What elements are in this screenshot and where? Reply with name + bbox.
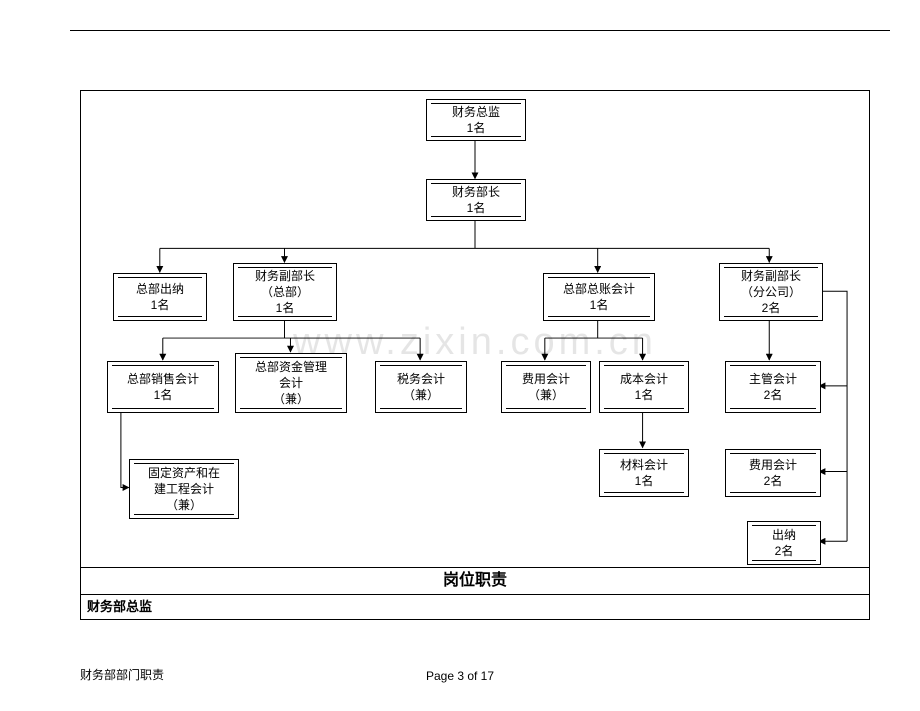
node-count: 2名 <box>764 473 783 489</box>
node-sub: （分公司） <box>741 284 801 300</box>
node-count: 1名 <box>151 297 170 313</box>
node-hq-general-ledger: 总部总账会计 1名 <box>543 273 655 321</box>
node-label: 财务副部长 <box>741 268 801 284</box>
node-label: 总部总账会计 <box>563 281 635 297</box>
node-count: 2名 <box>775 543 794 559</box>
node-count: （兼） <box>273 391 309 407</box>
node-count: 1名 <box>276 300 295 316</box>
node-hq-cashier: 总部出纳 1名 <box>113 273 207 321</box>
node-count: 1名 <box>467 120 486 136</box>
node-sub: 建工程会计 <box>154 481 214 497</box>
document-page: www.zixin.com.cn <box>0 0 920 711</box>
node-count: 1名 <box>635 473 654 489</box>
node-branch-expense-acct: 费用会计 2名 <box>725 449 821 497</box>
node-label: 财务总监 <box>452 104 500 120</box>
node-count: 2名 <box>762 300 781 316</box>
footer-page-number: Page 3 of 17 <box>0 669 920 683</box>
node-label: 财务副部长 <box>255 268 315 284</box>
node-label: 成本会计 <box>620 371 668 387</box>
node-supervisor-acct: 主管会计 2名 <box>725 361 821 413</box>
node-label: 总部销售会计 <box>127 371 199 387</box>
node-count: （兼） <box>166 497 202 513</box>
node-count: 1名 <box>154 387 173 403</box>
node-sub: 会计 <box>279 375 303 391</box>
section-title: 岗位职责 <box>81 567 869 595</box>
node-tax-acct: 税务会计 （兼） <box>375 361 467 413</box>
node-deputy-branch: 财务副部长 （分公司） 2名 <box>719 263 823 321</box>
watermark-text: www.zixin.com.cn <box>81 321 869 364</box>
node-label: 总部资金管理 <box>255 359 327 375</box>
node-deputy-hq: 财务副部长 （总部） 1名 <box>233 263 337 321</box>
section-subtitle: 财务部总监 <box>81 595 869 619</box>
node-label: 固定资产和在 <box>148 465 220 481</box>
node-count: （兼） <box>403 387 439 403</box>
node-label: 总部出纳 <box>136 281 184 297</box>
node-cfo: 财务总监 1名 <box>426 99 526 141</box>
header-rule <box>70 30 890 31</box>
node-material-acct: 材料会计 1名 <box>599 449 689 497</box>
node-count: （兼） <box>528 387 564 403</box>
chart-frame: www.zixin.com.cn <box>80 90 870 620</box>
node-expense-acct: 费用会计 （兼） <box>501 361 591 413</box>
node-count: 1名 <box>467 200 486 216</box>
node-sub: （总部） <box>261 284 309 300</box>
node-fixed-assets-acct: 固定资产和在 建工程会计 （兼） <box>129 459 239 519</box>
node-label: 主管会计 <box>749 371 797 387</box>
node-count: 1名 <box>635 387 654 403</box>
node-label: 费用会计 <box>522 371 570 387</box>
node-cost-acct: 成本会计 1名 <box>599 361 689 413</box>
node-label: 材料会计 <box>620 457 668 473</box>
node-label: 税务会计 <box>397 371 445 387</box>
node-hq-sales-acct: 总部销售会计 1名 <box>107 361 219 413</box>
node-branch-cashier: 出纳 2名 <box>747 521 821 565</box>
node-finance-head: 财务部长 1名 <box>426 179 526 221</box>
node-count: 1名 <box>590 297 609 313</box>
node-label: 费用会计 <box>749 457 797 473</box>
node-label: 出纳 <box>772 527 796 543</box>
node-label: 财务部长 <box>452 184 500 200</box>
node-count: 2名 <box>764 387 783 403</box>
node-hq-fund-mgmt: 总部资金管理 会计 （兼） <box>235 353 347 413</box>
